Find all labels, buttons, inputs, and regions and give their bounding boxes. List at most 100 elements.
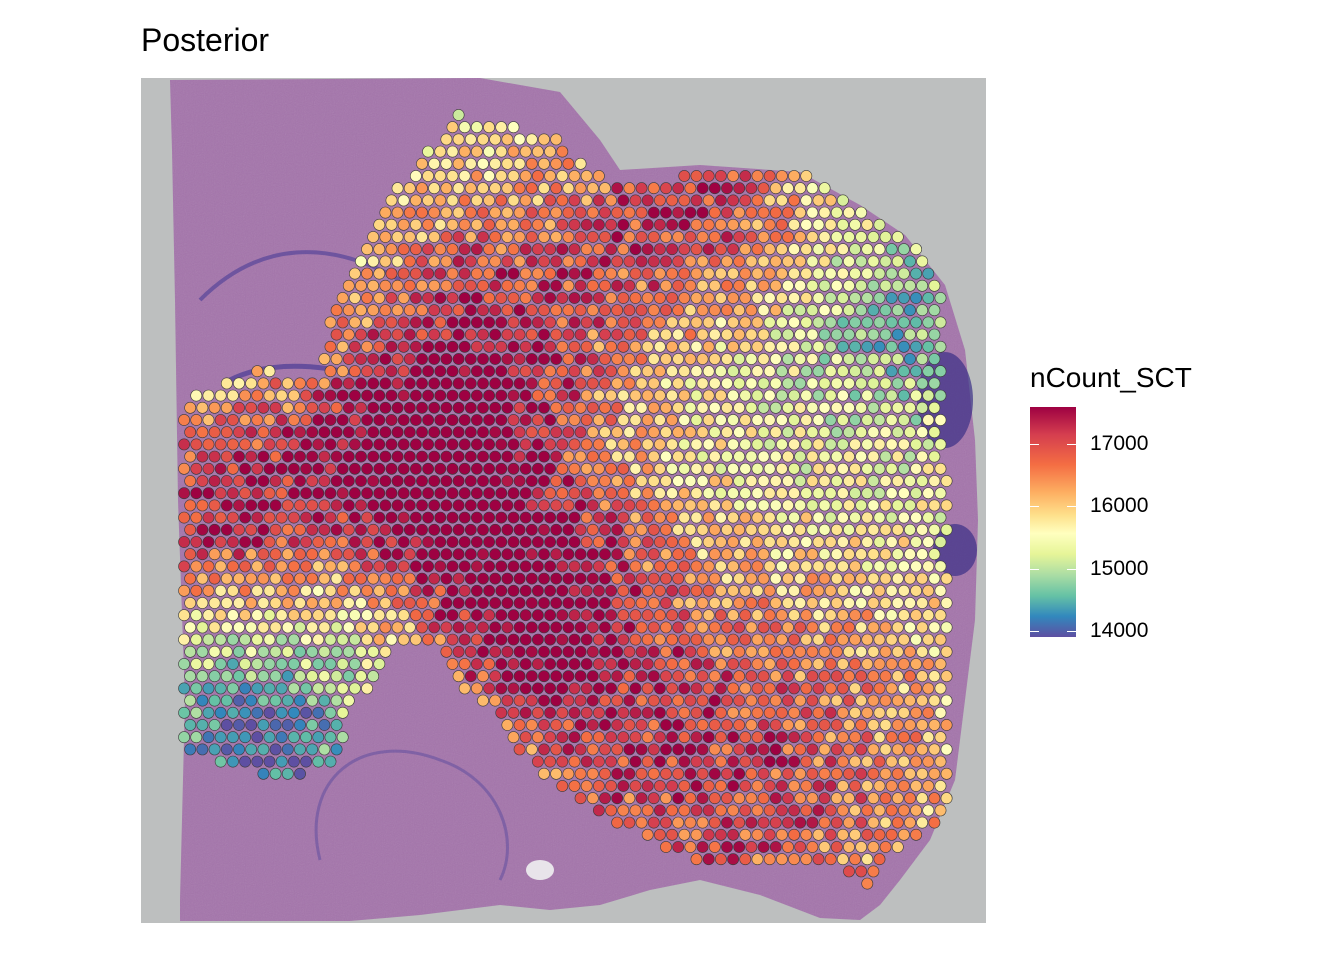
spot-point [446,218,459,231]
spot-point [464,499,477,512]
spot-point [196,548,209,561]
spot-point [641,340,654,353]
spot-point [818,206,831,219]
spot-point [830,304,843,317]
spot-point [281,670,294,683]
spot-point [647,621,660,634]
spot-point [898,389,910,402]
spot-point [782,377,794,390]
spot-point [904,450,916,463]
spot-point [452,621,465,634]
spot-point [824,755,837,768]
spot-point [507,682,520,695]
spot-point [550,621,563,634]
spot-point [379,499,392,512]
spot-point [879,353,892,365]
spot-point [830,645,843,658]
spot-point [660,353,672,365]
spot-point [574,792,587,805]
spot-point [898,828,910,841]
spot-point [586,328,599,341]
spot-point [574,426,587,439]
spot-point [666,267,678,280]
spot-point [532,194,544,207]
spot-point [800,194,813,207]
spot-point [440,231,453,243]
spot-point [458,292,471,304]
spot-point [733,597,746,609]
spot-point [586,377,599,390]
spot-point [464,475,477,487]
spot-point [672,670,685,683]
spot-point [684,597,697,609]
spot-point [586,670,599,683]
spot-point [538,670,550,683]
spot-point [324,414,337,426]
spot-point [312,487,325,500]
spot-point [538,767,550,780]
spot-point [385,414,398,426]
spot-point [666,755,678,768]
spot-point [208,572,221,585]
spot-point [641,658,654,670]
spot-point [690,755,703,768]
spot-point [355,548,367,561]
spot-point [812,755,825,768]
spot-point [226,731,239,744]
spot-point [373,658,386,670]
spot-point [544,609,556,622]
spot-point [629,340,642,353]
spot-point [586,597,599,609]
spot-point [214,511,227,524]
spot-point [568,218,581,231]
spot-point [519,536,532,548]
spot-point [898,731,910,744]
spot-point [837,414,849,426]
spot-point [891,426,904,439]
spot-point [416,328,428,341]
spot-point [300,633,312,646]
spot-point [672,377,685,390]
spot-point [196,523,209,536]
spot-point [837,462,849,475]
spot-point [483,340,495,353]
spot-point [623,572,636,585]
spot-point [891,328,904,341]
spot-point [757,523,770,536]
spot-point [891,621,904,634]
spot-point [233,475,245,487]
spot-point [532,438,544,451]
spot-point [672,719,685,731]
spot-point [708,621,721,634]
spot-point [885,511,898,524]
spot-point [348,316,361,329]
spot-point [501,377,514,390]
spot-point [409,462,422,475]
spot-point [580,633,593,646]
spot-point [452,645,465,658]
spot-point [306,719,319,731]
spot-point [715,706,727,719]
spot-point [416,548,428,561]
spot-point [837,243,849,256]
spot-point [385,438,398,451]
spot-point [348,584,361,597]
spot-point [178,609,190,622]
spot-point [763,731,776,744]
spot-point [666,292,678,304]
spot-point [391,328,404,341]
spot-point [885,755,898,768]
spot-point [342,597,355,609]
spot-point [684,426,697,439]
spot-point [904,475,916,487]
spot-point [763,755,776,768]
spot-point [672,401,685,414]
spot-point [507,633,520,646]
spot-point [794,572,807,585]
spot-point [233,743,245,756]
spot-point [190,682,203,695]
spot-point [593,780,605,792]
spot-point [885,365,898,378]
spot-point [745,450,758,463]
spot-point [513,694,526,707]
